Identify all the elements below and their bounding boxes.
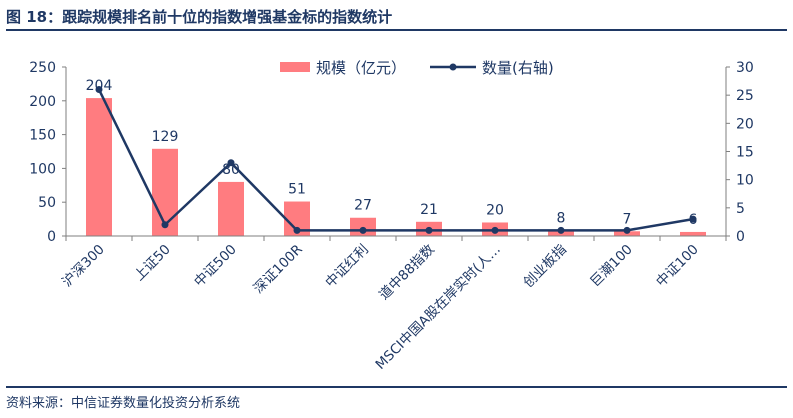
series-point — [557, 226, 565, 234]
legend-label-bars: 规模（亿元） — [316, 59, 406, 77]
series-point — [491, 226, 499, 234]
bar-data-label: 21 — [420, 202, 438, 218]
y-right-tick-label: 0 — [736, 229, 745, 245]
y-right-tick-label: 20 — [736, 116, 754, 132]
series-point — [623, 226, 631, 234]
series-point — [95, 86, 103, 94]
y-left-tick-label: 100 — [29, 161, 56, 177]
x-tick-label: 中证500 — [191, 242, 240, 291]
y-right-tick-label: 30 — [736, 60, 754, 76]
x-tick-label: 深证100R — [251, 242, 306, 297]
x-tick-label: 沪深300 — [59, 242, 108, 291]
y-left-tick-label: 250 — [29, 60, 56, 76]
y-right-tick-label: 25 — [736, 88, 754, 104]
y-right-tick-label: 10 — [736, 173, 754, 189]
source-note: 资料来源：中信证券数量化投资分析系统 — [6, 396, 241, 411]
title-rule — [6, 29, 787, 31]
chart-title: 图 18：跟踪规模排名前十位的指数增强基金标的指数统计 — [6, 8, 393, 26]
x-tick-label: 中证红利 — [322, 242, 371, 291]
x-tick-label: 中证100 — [653, 242, 702, 291]
y-left-tick-label: 150 — [29, 128, 56, 144]
x-tick-label: 上证50 — [131, 242, 174, 285]
y-left-tick-label: 200 — [29, 94, 56, 110]
bar-data-label: 7 — [623, 211, 632, 227]
series-point — [293, 226, 301, 234]
bar-data-label: 80 — [222, 162, 240, 178]
series-point — [689, 215, 697, 223]
legend-label-line: 数量(右轴) — [482, 59, 554, 77]
bar-data-label: 51 — [288, 182, 306, 198]
series-line — [97, 88, 694, 232]
bar-data-label: 6 — [689, 212, 698, 228]
bar — [218, 181, 244, 236]
bar-data-label: 204 — [86, 78, 113, 94]
bar — [680, 231, 706, 236]
legend-marker-line — [449, 63, 457, 71]
x-tick-label: MSCI中国A股在岸实时(人… — [373, 242, 504, 373]
bar-data-label: 8 — [557, 211, 566, 227]
footer-rule — [6, 386, 787, 388]
bar-data-label: 20 — [486, 202, 504, 218]
series-point — [227, 159, 235, 167]
bar-data-label: 27 — [354, 198, 372, 214]
x-tick-label: 巨潮100 — [587, 242, 636, 291]
legend-swatch-bars — [280, 62, 310, 72]
y-right-tick-label: 15 — [736, 145, 754, 161]
series-point — [359, 226, 367, 234]
bar-data-label: 129 — [152, 129, 179, 145]
x-tick-label: 道中88指数 — [376, 241, 438, 303]
series-point — [161, 221, 169, 229]
y-left-tick-label: 50 — [38, 195, 56, 211]
y-right-tick-label: 5 — [736, 201, 745, 217]
series-point — [425, 226, 433, 234]
x-tick-label: 创业板指 — [520, 242, 569, 291]
bar — [86, 98, 112, 236]
y-left-tick-label: 0 — [47, 229, 56, 245]
